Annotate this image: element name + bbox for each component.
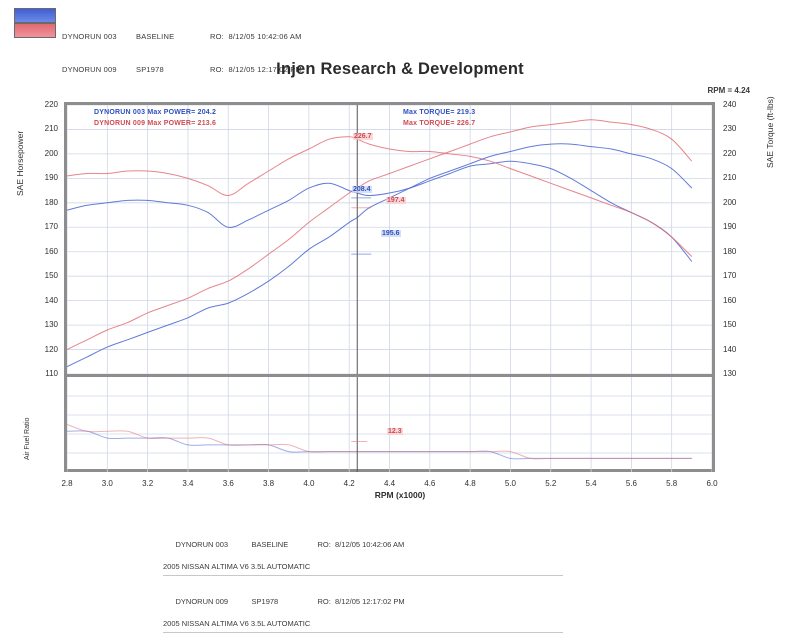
x-tick: 5.0 — [504, 479, 516, 488]
y-tick-right: 230 — [723, 124, 737, 134]
x-tick: 3.8 — [263, 479, 275, 488]
y-tick-left: 170 — [44, 222, 58, 232]
x-tick: 3.2 — [142, 479, 154, 488]
run-info-name: BASELINE — [251, 540, 289, 549]
callout-cursor-baseline-lower: 195.6 — [381, 230, 401, 237]
x-tick: 4.8 — [464, 479, 476, 488]
x-tick: 4.2 — [343, 479, 355, 488]
legend-run-ro: RO: 8/12/05 10:42:06 AM — [210, 32, 302, 41]
y-tick-left: 120 — [44, 344, 58, 354]
y-tick-right: 200 — [723, 197, 737, 207]
run-info-id: DYNORUN 003 — [175, 540, 229, 549]
y-axis-right-title: SAE Torque (ft-lbs) — [765, 96, 775, 168]
callout-cursor-baseline-upper: 208.4 — [352, 186, 372, 193]
run-info-block: DYNORUN 003 BASELINE RO: 8/12/05 10:42:06 … — [163, 528, 563, 642]
callout-afr-modified: 12.3 — [387, 428, 403, 435]
legend-run-id: DYNORUN 009 — [62, 65, 117, 74]
callout-cursor-modified: 197.4 — [386, 197, 406, 204]
power-torque-curves — [67, 105, 712, 374]
run-info-modified: DYNORUN 009 SP1978 RO: 8/12/05 12:17:02 PM… — [163, 585, 563, 633]
x-tick: 4.4 — [383, 479, 396, 488]
y-tick-right: 140 — [723, 344, 737, 354]
top-legend: DYNORUN 003 BASELINE RO: 8/12/05 10:42:0… — [14, 8, 302, 97]
afr-pane[interactable] — [67, 377, 712, 472]
y-tick-right: 190 — [723, 222, 737, 232]
run-info-vehicle: 2005 NISSAN ALTIMA V6 3.5L AUTOMATIC — [163, 619, 311, 628]
run-info-baseline: DYNORUN 003 BASELINE RO: 8/12/05 10:42:06 … — [163, 528, 563, 576]
x-tick: 5.4 — [585, 479, 597, 488]
y-tick-left: 150 — [44, 271, 58, 281]
afr-curves — [67, 377, 712, 472]
run-info-id: DYNORUN 009 — [175, 597, 229, 606]
y-axis-left-title: SAE Horsepower — [15, 130, 25, 196]
legend-run-id: DYNORUN 003 — [62, 32, 117, 41]
y-tick-right: 180 — [723, 246, 737, 256]
y-tick-left: 200 — [44, 148, 58, 158]
legend-swatch-modified — [14, 23, 56, 38]
y-tick-right: 160 — [723, 295, 737, 305]
y-tick-left: 140 — [44, 295, 58, 305]
legend-swatch-baseline — [14, 8, 56, 23]
y-tick-left: 160 — [44, 246, 58, 256]
x-tick: 3.6 — [222, 479, 234, 488]
run-info-ro: RO: 8/12/05 12:17:02 PM — [317, 597, 405, 606]
y-tick-left: 190 — [44, 173, 58, 183]
annotation-max-power-baseline: DYNORUN 003 Max POWER= 204.2 — [94, 109, 217, 116]
callout-torque-peak-modified: 226.7 — [353, 133, 373, 140]
y-tick-right: 240 — [723, 100, 737, 109]
y-tick-right: 150 — [723, 320, 737, 330]
x-tick: 3.0 — [101, 479, 113, 488]
annotation-max-torque-modified: Max TORQUE= 226.7 — [403, 120, 476, 127]
x-tick: 5.6 — [625, 479, 637, 488]
legend-row-baseline: DYNORUN 003 BASELINE RO: 8/12/05 10:42:0… — [62, 31, 302, 42]
x-tick: 2.8 — [61, 479, 73, 488]
x-tick: 4.0 — [303, 479, 315, 488]
legend-run-name: BASELINE — [136, 32, 175, 41]
legend-run-ro: RO: 8/12/05 12:17:02 PM — [210, 65, 302, 74]
y-tick-right: 220 — [723, 148, 737, 158]
run-info-name: SP1978 — [251, 597, 279, 606]
y-tick-left: 110 — [45, 369, 58, 378]
x-tick: 4.6 — [424, 479, 436, 488]
x-tick: 6.0 — [706, 479, 718, 488]
annotation-max-torque-baseline: Max TORQUE= 219.3 — [403, 109, 476, 116]
y-axis-afr-title: Air Fuel Ratio — [24, 417, 31, 460]
legend-run-name: SP1978 — [136, 65, 164, 74]
power-torque-pane[interactable] — [67, 105, 712, 377]
y-tick-right: 210 — [723, 173, 737, 183]
dyno-plot-frame[interactable] — [64, 102, 715, 472]
legend-color-swatches — [14, 8, 56, 38]
y-tick-right: 170 — [723, 271, 737, 281]
y-tick-left: 210 — [44, 124, 58, 134]
run-info-vehicle: 2005 NISSAN ALTIMA V6 3.5L AUTOMATIC — [163, 562, 311, 571]
run-info-ro: RO: 8/12/05 10:42:06 AM — [317, 540, 405, 549]
legend-row-modified: DYNORUN 009 SP1978 RO: 8/12/05 12:17:02 … — [62, 64, 302, 75]
annotation-max-power-modified: DYNORUN 009 Max POWER= 213.6 — [94, 120, 217, 127]
rpm-cursor-readout: RPM = 4.24 — [707, 86, 750, 95]
y-tick-left: 130 — [44, 320, 58, 330]
chart-title: Injen Research & Development — [276, 60, 524, 78]
x-tick: 5.8 — [666, 479, 678, 488]
y-tick-right: 130 — [723, 369, 737, 378]
x-tick: 3.4 — [182, 479, 194, 488]
x-axis-title: RPM (x1000) — [374, 490, 426, 500]
y-tick-left: 220 — [44, 100, 58, 109]
x-tick: 5.2 — [545, 479, 557, 488]
y-tick-left: 180 — [44, 197, 58, 207]
